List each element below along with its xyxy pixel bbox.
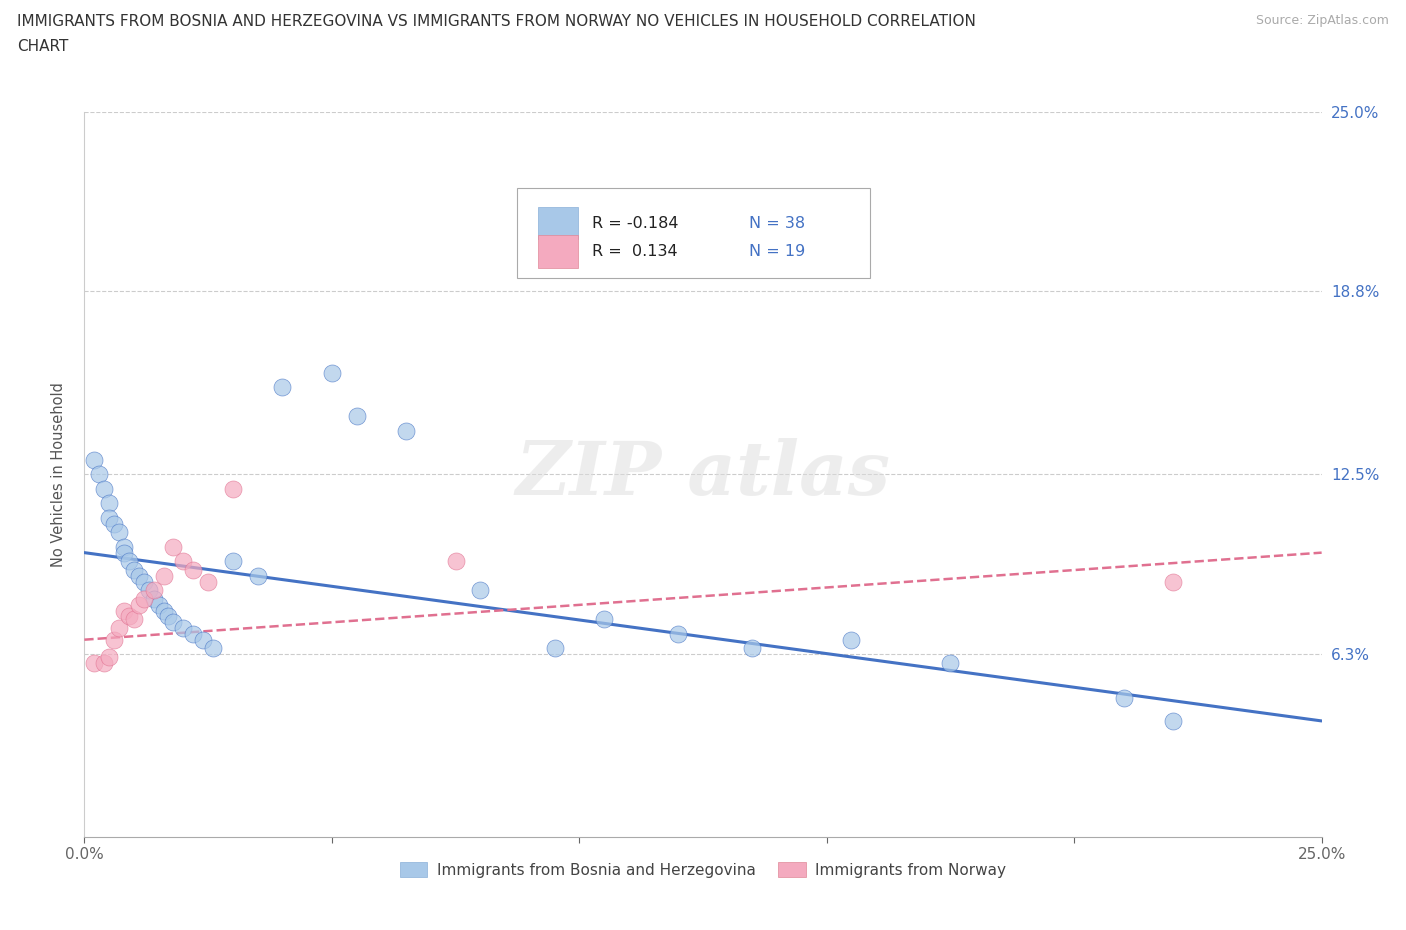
Point [470, 583, 492, 598]
Point [142, 591, 165, 606]
Legend: Immigrants from Bosnia and Herzegovina, Immigrants from Norway: Immigrants from Bosnia and Herzegovina, … [394, 856, 1012, 884]
Point [157, 609, 180, 624]
Point [222, 482, 245, 497]
Point [83, 656, 105, 671]
Point [162, 539, 184, 554]
Point [98, 496, 121, 511]
Point [543, 641, 565, 656]
Point [172, 620, 194, 635]
Point [152, 604, 174, 618]
Point [93, 656, 115, 671]
Point [202, 641, 225, 656]
Text: ZIP atlas: ZIP atlas [516, 438, 890, 511]
Point [222, 554, 245, 569]
Point [1161, 713, 1184, 728]
Point [112, 604, 135, 618]
Point [197, 574, 219, 589]
Point [112, 545, 135, 560]
Point [321, 365, 343, 380]
Point [162, 615, 184, 630]
Point [444, 554, 467, 569]
FancyBboxPatch shape [517, 188, 870, 278]
Point [271, 379, 294, 394]
Point [103, 516, 125, 531]
Text: N = 19: N = 19 [749, 244, 806, 259]
Point [246, 568, 269, 583]
Point [181, 563, 204, 578]
Bar [538, 235, 578, 268]
Text: CHART: CHART [17, 39, 69, 54]
Point [1161, 574, 1184, 589]
Point [89, 467, 111, 482]
Point [593, 612, 616, 627]
Point [132, 591, 155, 606]
Point [98, 511, 121, 525]
Point [152, 568, 174, 583]
Point [138, 583, 160, 598]
Point [128, 568, 150, 583]
Point [112, 539, 135, 554]
Point [122, 612, 145, 627]
Point [741, 641, 763, 656]
Point [191, 632, 214, 647]
Point [132, 574, 155, 589]
Point [103, 632, 125, 647]
Point [128, 597, 150, 612]
Point [148, 597, 170, 612]
Point [142, 583, 165, 598]
Point [83, 452, 105, 467]
Text: R = -0.184: R = -0.184 [592, 216, 678, 231]
Point [108, 525, 131, 539]
Text: R =  0.134: R = 0.134 [592, 244, 678, 259]
Text: Source: ZipAtlas.com: Source: ZipAtlas.com [1256, 14, 1389, 27]
Point [395, 423, 418, 438]
Point [118, 554, 141, 569]
Text: IMMIGRANTS FROM BOSNIA AND HERZEGOVINA VS IMMIGRANTS FROM NORWAY NO VEHICLES IN : IMMIGRANTS FROM BOSNIA AND HERZEGOVINA V… [17, 14, 976, 29]
Point [108, 620, 131, 635]
Bar [538, 206, 578, 239]
Point [666, 627, 689, 642]
Point [93, 482, 115, 497]
Point [122, 563, 145, 578]
Y-axis label: No Vehicles in Household: No Vehicles in Household [51, 382, 66, 566]
Point [181, 627, 204, 642]
Point [118, 609, 141, 624]
Point [1112, 690, 1135, 705]
Point [841, 632, 863, 647]
Point [98, 650, 121, 665]
Point [172, 554, 194, 569]
Point [939, 656, 962, 671]
Text: N = 38: N = 38 [749, 216, 804, 231]
Point [346, 409, 368, 424]
